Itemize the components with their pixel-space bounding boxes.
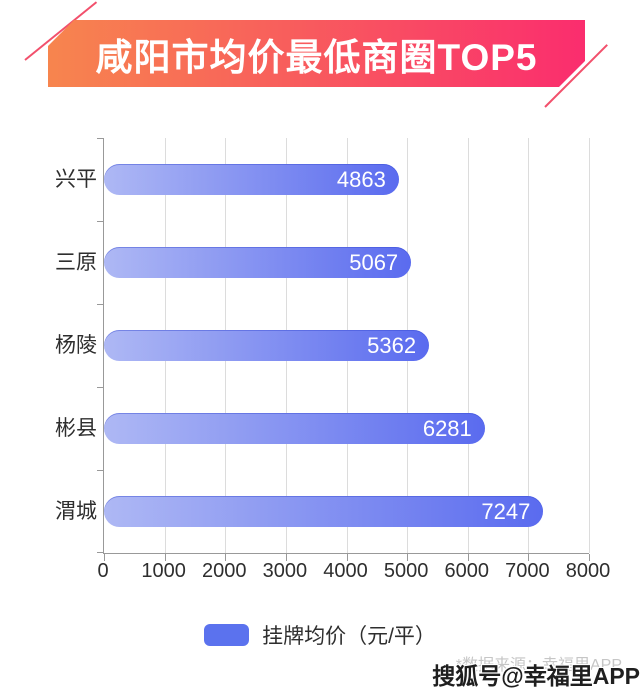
bar: 6281	[104, 413, 485, 444]
title-banner: 咸阳市均价最低商圈TOP5	[48, 20, 585, 87]
x-axis-label: 7000	[505, 560, 550, 582]
bar-row: 5067	[104, 221, 589, 304]
category-label: 兴平	[55, 168, 97, 191]
plot-area: 4863 5067 5362 6281 7247	[97, 138, 590, 561]
bar: 4863	[104, 164, 399, 195]
category-label: 渭城	[55, 500, 97, 523]
legend: 挂牌均价（元/平）	[0, 620, 640, 650]
x-axis-label: 1000	[141, 560, 186, 582]
bar-row: 4863	[104, 138, 589, 221]
x-axis-label: 5000	[383, 560, 429, 582]
x-axis-tick	[346, 554, 348, 561]
x-axis-label: 4000	[323, 560, 368, 582]
x-axis-tick	[104, 554, 105, 561]
x-axis-tick	[225, 554, 227, 561]
bar-value-label: 5067	[349, 249, 399, 275]
x-axis-tick	[589, 554, 590, 561]
legend-label: 挂牌均价（元/平）	[262, 625, 436, 648]
x-axis-label: 3000	[262, 560, 308, 582]
category-label: 杨陵	[55, 334, 97, 357]
value-axis-labels: 0 1000 2000 3000 4000 5000 6000 7000 8000	[97, 560, 610, 584]
x-axis-tick	[528, 554, 530, 561]
y-axis-tick	[97, 387, 103, 388]
x-axis-label: 6000	[444, 560, 490, 582]
bar-row: 6281	[104, 387, 589, 470]
bar-value-label: 7247	[481, 498, 531, 524]
x-axis-tick	[164, 554, 166, 561]
y-axis-tick	[97, 304, 103, 305]
category-axis-labels: 兴平三原杨陵彬县渭城	[0, 138, 97, 553]
y-axis-tick	[97, 221, 103, 222]
bar-value-label: 4863	[336, 166, 386, 192]
bar-row: 7247	[104, 470, 589, 553]
legend-swatch	[204, 624, 250, 646]
x-axis-label: 8000	[565, 560, 611, 582]
x-axis-tick	[467, 554, 469, 561]
bar: 5362	[104, 330, 430, 361]
x-axis-label: 2000	[202, 560, 247, 582]
x-axis-label: 0	[97, 560, 109, 582]
watermark-text: 搜狐号@幸福里APP	[432, 663, 640, 689]
data-source-note: *数据来源：幸福里APP	[455, 657, 622, 674]
y-axis-tick	[97, 138, 103, 139]
page-title: 咸阳市均价最低商圈TOP5	[95, 36, 538, 78]
x-axis-tick	[407, 554, 409, 561]
bar-value-label: 6281	[422, 415, 472, 441]
gridline	[528, 138, 530, 553]
y-axis-tick	[97, 552, 103, 553]
gridline	[589, 138, 590, 553]
bar: 7247	[104, 496, 544, 527]
category-label: 彬县	[55, 417, 97, 440]
bar: 5067	[104, 247, 412, 278]
y-axis-tick	[97, 470, 103, 471]
bar-value-label: 5362	[367, 332, 417, 358]
x-axis-tick	[285, 554, 287, 561]
category-label: 三原	[55, 251, 97, 274]
bar-row: 5362	[104, 304, 589, 387]
gridline	[467, 138, 469, 553]
